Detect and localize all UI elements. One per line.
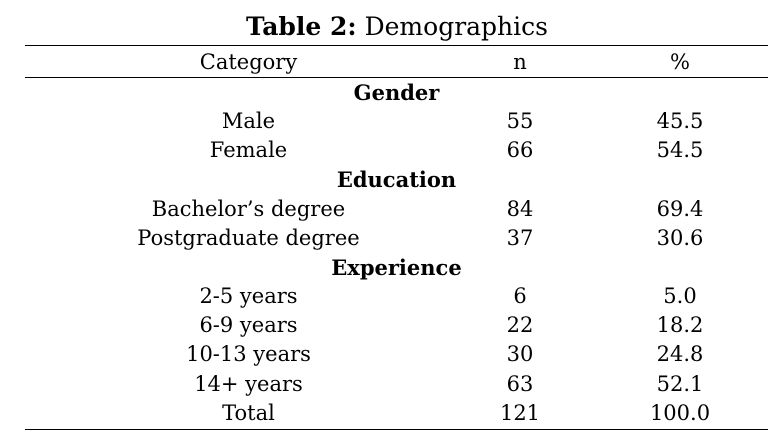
row-category: Postgraduate degree bbox=[137, 226, 360, 250]
header-n: n bbox=[513, 50, 527, 74]
table-number: Table 2: bbox=[246, 12, 357, 41]
row-n: 30 bbox=[506, 342, 534, 366]
row-n: 6 bbox=[513, 284, 527, 308]
header-category: Category bbox=[199, 50, 298, 74]
row-category: 6-9 years bbox=[199, 313, 298, 337]
group-header-gender: Gender bbox=[353, 80, 440, 105]
group-header-experience: Experience bbox=[331, 255, 462, 280]
header-rule bbox=[25, 77, 768, 78]
row-category: Bachelor’s degree bbox=[151, 197, 346, 221]
row-category: 10-13 years bbox=[186, 342, 311, 366]
row-percent: 52.1 bbox=[656, 372, 704, 396]
row-percent: 45.5 bbox=[656, 109, 704, 133]
row-percent: 30.6 bbox=[656, 226, 704, 250]
row-percent: 69.4 bbox=[656, 197, 704, 221]
group-header-education: Education bbox=[336, 167, 457, 192]
total-category: Total bbox=[222, 401, 275, 425]
bottom-rule bbox=[25, 429, 768, 430]
total-percent: 100.0 bbox=[649, 401, 711, 425]
row-percent: 5.0 bbox=[663, 284, 697, 308]
row-n: 66 bbox=[506, 138, 534, 162]
header-percent: % bbox=[670, 50, 690, 74]
row-n: 37 bbox=[506, 226, 534, 250]
total-n: 121 bbox=[499, 401, 541, 425]
row-percent: 18.2 bbox=[656, 313, 704, 337]
table-caption: Demographics bbox=[364, 12, 548, 41]
row-category: Female bbox=[209, 138, 288, 162]
top-rule bbox=[25, 45, 768, 46]
table-title: Table 2: Demographics bbox=[0, 10, 783, 44]
row-n: 55 bbox=[506, 109, 534, 133]
row-percent: 54.5 bbox=[656, 138, 704, 162]
row-category: 2-5 years bbox=[199, 284, 298, 308]
row-n: 63 bbox=[506, 372, 534, 396]
row-n: 22 bbox=[506, 313, 534, 337]
row-percent: 24.8 bbox=[656, 342, 704, 366]
row-n: 84 bbox=[506, 197, 534, 221]
row-category: 14+ years bbox=[194, 372, 303, 396]
row-category: Male bbox=[221, 109, 276, 133]
